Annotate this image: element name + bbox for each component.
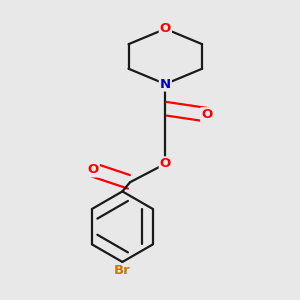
Text: O: O [88, 164, 99, 176]
Text: O: O [160, 22, 171, 35]
Text: O: O [160, 157, 171, 170]
Text: O: O [201, 108, 212, 121]
Text: N: N [160, 78, 171, 91]
Text: Br: Br [114, 264, 131, 277]
